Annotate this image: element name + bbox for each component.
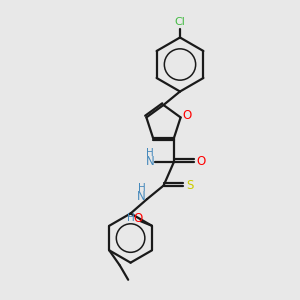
Text: N: N xyxy=(146,155,154,168)
Text: S: S xyxy=(186,179,194,192)
Text: O: O xyxy=(183,110,192,122)
Text: H: H xyxy=(127,213,135,223)
Text: O: O xyxy=(196,155,206,168)
Text: H: H xyxy=(146,148,154,158)
Text: O: O xyxy=(134,212,143,225)
Text: Cl: Cl xyxy=(175,17,185,27)
Text: N: N xyxy=(137,190,146,202)
Text: H: H xyxy=(138,183,146,193)
